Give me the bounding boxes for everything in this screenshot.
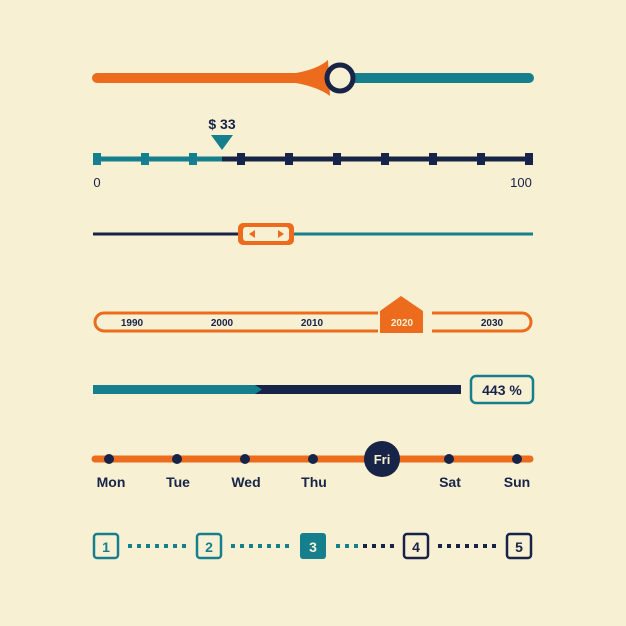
stepper-dot [231, 544, 235, 548]
day-slider[interactable]: Fri Mon Tue Wed Thu Sat Sun [91, 441, 534, 490]
day-dot [240, 454, 250, 464]
stepper-dot [345, 544, 349, 548]
stepper-connectors [128, 544, 496, 548]
year-label[interactable]: 2000 [211, 318, 234, 329]
stepper-dot [474, 544, 478, 548]
stepper-dot [492, 544, 496, 548]
progress-fill [93, 385, 262, 394]
stepper-dot [155, 544, 159, 548]
price-min-label: 0 [93, 175, 100, 190]
price-tick [477, 153, 485, 165]
step-5-box[interactable] [505, 532, 533, 560]
stepper-dot [137, 544, 141, 548]
stepper-dot [164, 544, 168, 548]
stepper-dot [447, 544, 451, 548]
price-tick [285, 153, 293, 165]
price-max-label: 100 [510, 175, 532, 190]
stepper-dot [390, 544, 394, 548]
stepper-dot [146, 544, 150, 548]
stepper-dot [465, 544, 469, 548]
year-track-right [432, 311, 533, 333]
step-4-box[interactable] [402, 532, 430, 560]
progress-bar: 443 % [93, 374, 535, 405]
price-tick [141, 153, 149, 165]
progress-value-label: 443 % [482, 382, 522, 398]
stepper-dot [372, 544, 376, 548]
progress-value-badge [469, 374, 535, 405]
stepper-dot [285, 544, 289, 548]
stepper-dot [267, 544, 271, 548]
stepper-dot [258, 544, 262, 548]
step-4-label: 4 [412, 539, 420, 555]
year-selected-marker[interactable] [380, 296, 423, 333]
price-tick [381, 153, 389, 165]
day-dot [172, 454, 182, 464]
year-track-left [93, 311, 378, 333]
step-2-label: 2 [205, 539, 213, 555]
stepper-dot [128, 544, 132, 548]
year-slider[interactable]: 1990 2000 2010 2020 2030 [93, 296, 533, 333]
day-label[interactable]: Tue [166, 474, 190, 490]
stepper-dot [182, 544, 186, 548]
step-1-label: 1 [102, 539, 110, 555]
day-label[interactable]: Sun [504, 474, 530, 490]
stepper-dot [336, 544, 340, 548]
step-5-label: 5 [515, 539, 523, 555]
stepper-dot [354, 544, 358, 548]
price-tick [189, 153, 197, 165]
step-1-box[interactable] [92, 532, 120, 560]
day-dot [444, 454, 454, 464]
stepper-dot [381, 544, 385, 548]
stepper-dot [276, 544, 280, 548]
day-label[interactable]: Thu [301, 474, 327, 490]
price-ticks [93, 153, 533, 165]
step-2-box[interactable] [195, 532, 223, 560]
day-label[interactable]: Wed [231, 474, 260, 490]
day-dot [104, 454, 114, 464]
price-slider[interactable]: $ 33 0 100 [93, 116, 533, 190]
range-slider[interactable] [93, 223, 533, 245]
triangle-left-icon [249, 230, 255, 238]
stepper-dot [363, 544, 367, 548]
step-3-box-current[interactable] [300, 533, 326, 559]
stepper[interactable]: 1 2 3 4 5 [92, 532, 533, 560]
price-tick [93, 153, 101, 165]
step-3-label: 3 [309, 539, 317, 555]
slider-1[interactable] [92, 60, 534, 96]
day-label[interactable]: Mon [97, 474, 126, 490]
progress-track [93, 385, 461, 394]
price-tick [429, 153, 437, 165]
year-label[interactable]: 1990 [121, 318, 144, 329]
stepper-dot [173, 544, 177, 548]
price-tick [237, 153, 245, 165]
year-label-selected[interactable]: 2020 [391, 318, 414, 329]
price-tick [525, 153, 533, 165]
year-label[interactable]: 2010 [301, 318, 324, 329]
year-label[interactable]: 2030 [481, 318, 504, 329]
day-dot [512, 454, 522, 464]
stepper-dot [240, 544, 244, 548]
day-label[interactable]: Sat [439, 474, 461, 490]
slider-1-knob-tail [296, 60, 330, 96]
day-label-selected[interactable]: Fri [374, 452, 391, 467]
stepper-dot [438, 544, 442, 548]
price-tick [333, 153, 341, 165]
day-dots [104, 454, 522, 464]
price-value-label: $ 33 [208, 116, 235, 132]
stepper-dot [456, 544, 460, 548]
triangle-right-icon [278, 230, 284, 238]
stepper-dot [249, 544, 253, 548]
day-selected-knob[interactable] [364, 441, 400, 477]
price-pointer-icon[interactable] [211, 135, 233, 150]
slider-1-knob[interactable] [324, 62, 356, 94]
day-dot [308, 454, 318, 464]
stepper-dot [483, 544, 487, 548]
